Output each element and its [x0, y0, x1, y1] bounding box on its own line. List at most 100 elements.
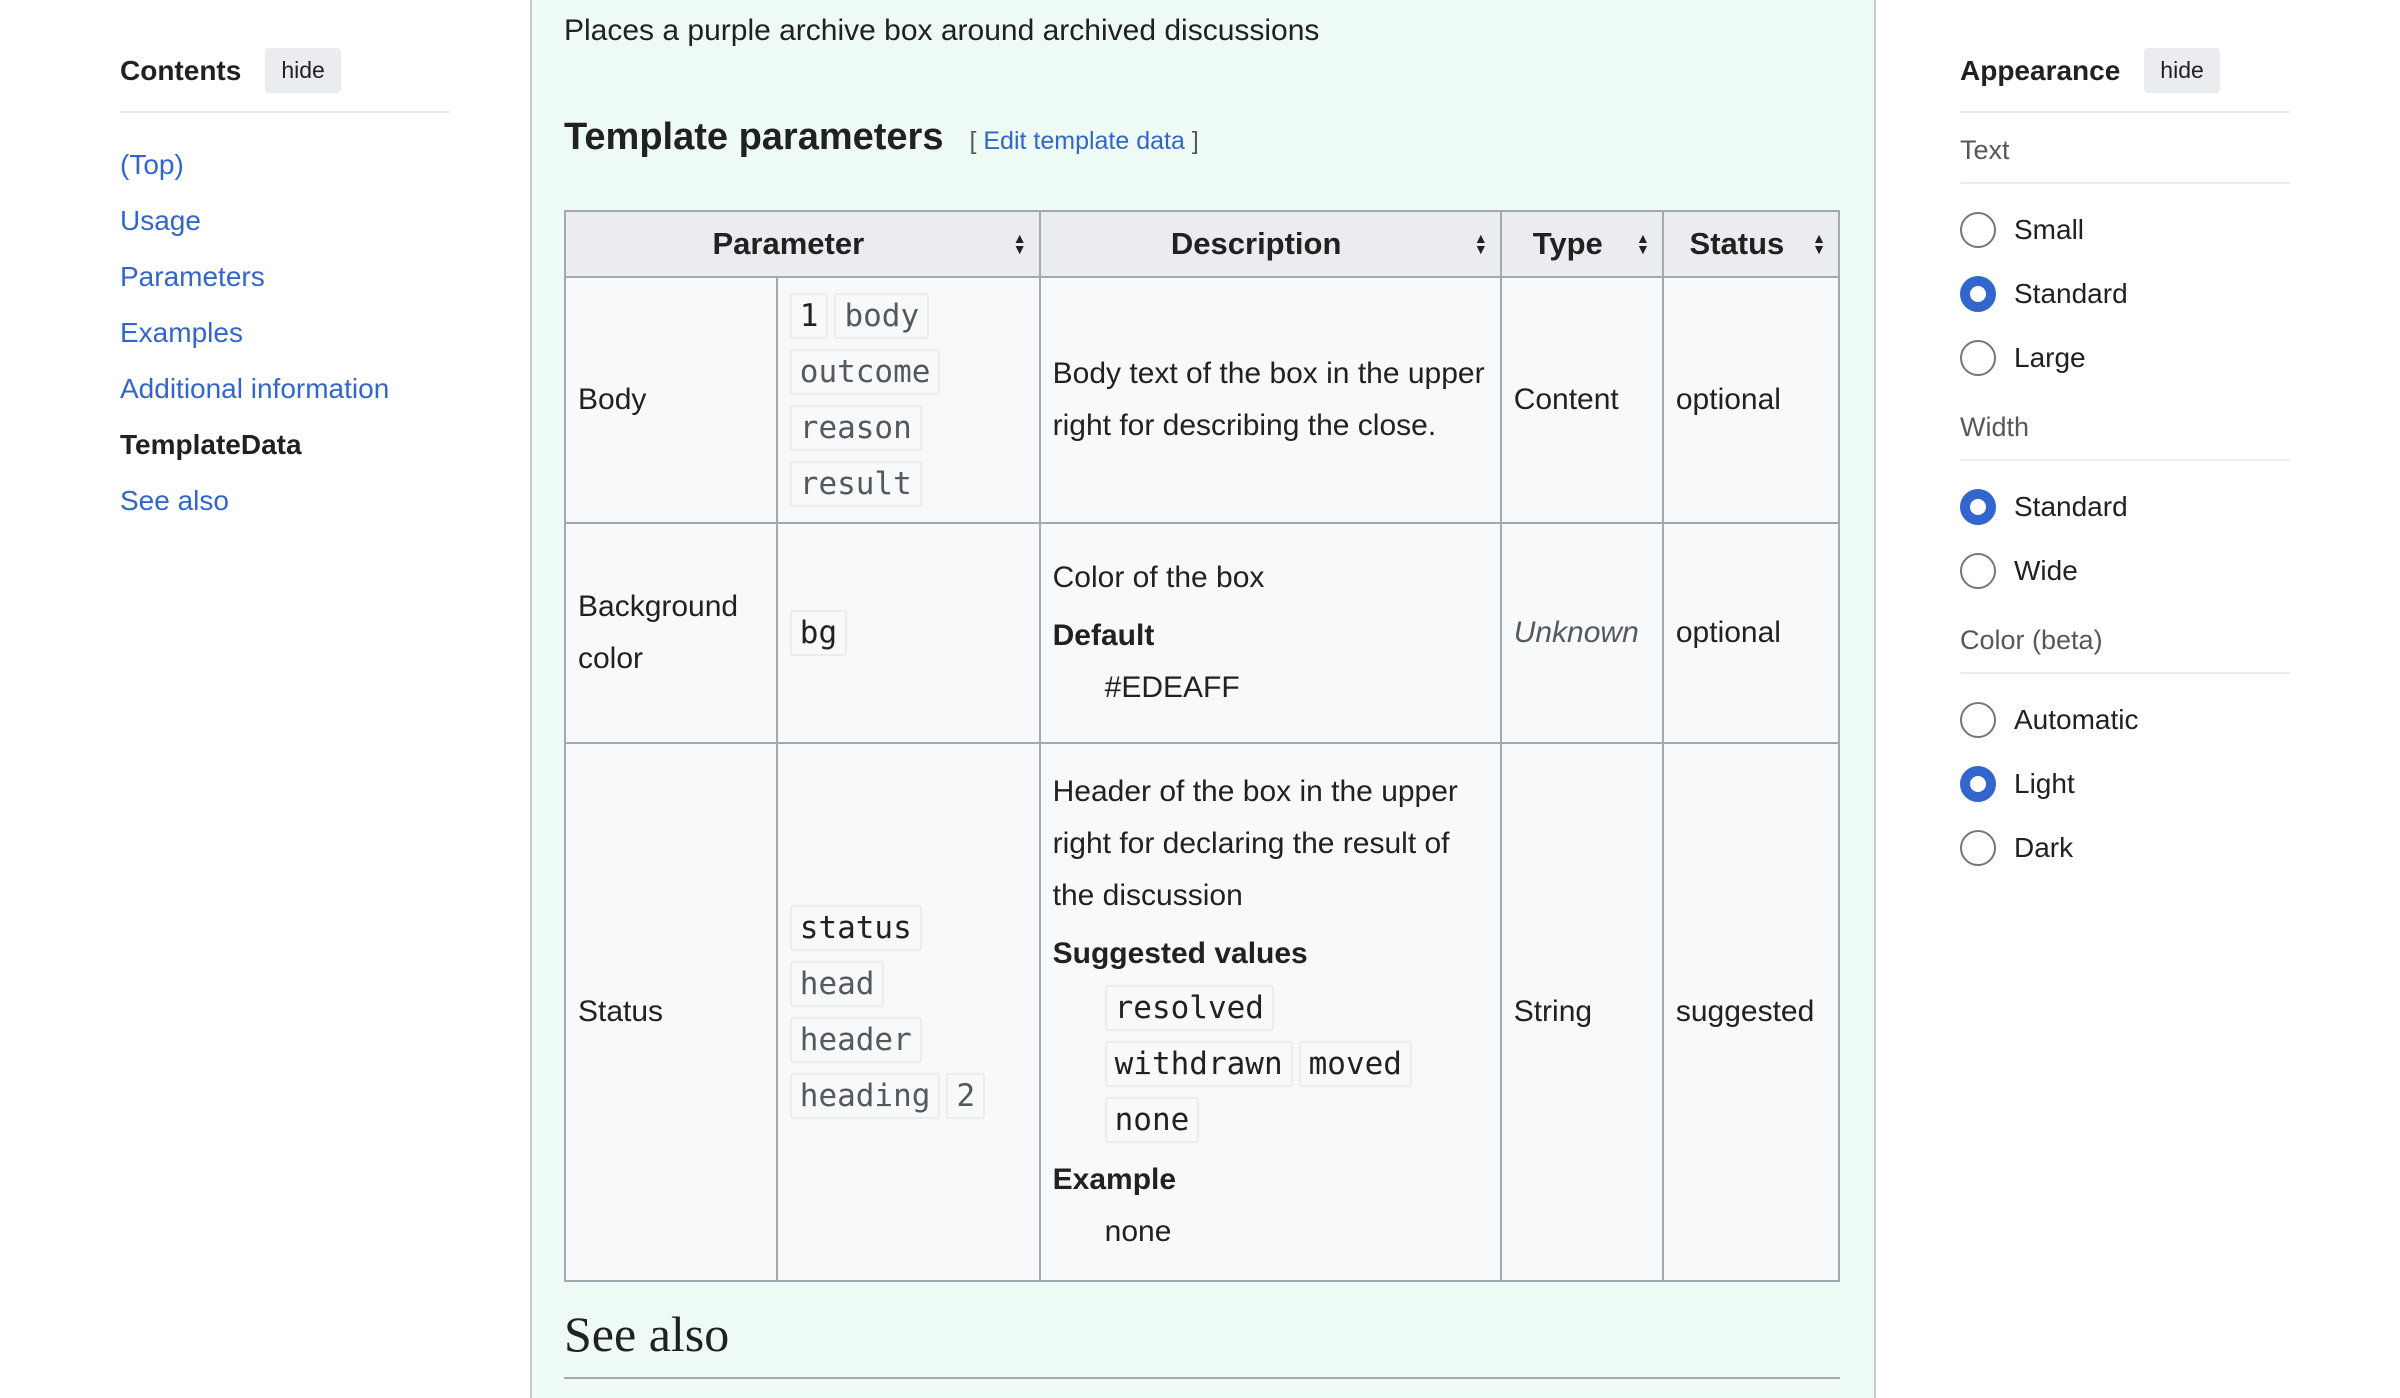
width-option-standard[interactable]: Standard [1960, 475, 2290, 539]
param-codes: bg [775, 522, 1041, 744]
text-size-option-large[interactable]: Large [1960, 326, 2290, 390]
toc-item-examples[interactable]: Examples [120, 305, 450, 361]
color-option-light[interactable]: Light [1960, 752, 2290, 816]
toc-link-parameters[interactable]: Parameters [120, 261, 265, 292]
toc-link-see-also[interactable]: See also [120, 485, 229, 516]
radio-label: Automatic [2014, 704, 2139, 735]
template-description: Places a purple archive box around archi… [564, 14, 1320, 47]
param-codes: 1 body outcome reason result [775, 276, 1041, 524]
edit-template-data-wrapper: [ Edit template data ] [969, 127, 1198, 156]
radio-dark[interactable] [1960, 830, 1996, 866]
column-header-type[interactable]: Type ▲ ▼ [1499, 210, 1664, 278]
radio-width-standard[interactable] [1960, 489, 1996, 525]
example-label: Example [1052, 1163, 1177, 1196]
param-codes: status head header heading 2 [775, 742, 1041, 1282]
toc-item-additional-information[interactable]: Additional information [120, 361, 450, 417]
text-size-label: Text [1960, 113, 2290, 184]
toc-list: (Top) Usage Parameters Examples Addition… [120, 137, 450, 529]
sort-icon[interactable]: ▲ ▼ [1012, 230, 1027, 257]
color-option-dark[interactable]: Dark [1960, 816, 2290, 880]
param-alias: result [789, 461, 922, 507]
sort-icon[interactable]: ▲ ▼ [1473, 230, 1488, 257]
param-code: bg [789, 610, 848, 656]
param-description-cell: Color of the box Default #EDEAFF [1038, 522, 1502, 744]
param-label: Status [564, 742, 778, 1282]
radio-label: Standard [2014, 491, 2128, 522]
table-of-contents: Contents hide (Top) Usage Parameters Exa… [120, 48, 450, 529]
edit-template-data-link[interactable]: Edit template data [983, 127, 1185, 155]
width-label: Width [1960, 390, 2290, 461]
param-code: 1 [789, 293, 829, 339]
param-alias: reason [789, 405, 922, 451]
toc-title: Contents [120, 54, 242, 86]
width-options: Standard Wide [1960, 461, 2290, 603]
column-header-status[interactable]: Status ▲ ▼ [1661, 210, 1841, 278]
suggested-value: withdrawn [1104, 1041, 1293, 1087]
radio-small[interactable] [1960, 212, 1996, 248]
column-header-label: Status [1689, 226, 1785, 261]
toc-item-usage[interactable]: Usage [120, 193, 450, 249]
sort-icon[interactable]: ▲ ▼ [1812, 230, 1826, 257]
suggested-value: none [1104, 1097, 1200, 1143]
table-row: Status status head header heading 2 Header… [564, 742, 1841, 1282]
default-label: Default [1052, 619, 1155, 652]
param-type: Unknown [1499, 522, 1664, 744]
template-parameters-heading: Template parameters [564, 116, 944, 158]
default-value: #EDEAFF [1104, 671, 1240, 704]
param-label: Body [564, 276, 778, 524]
toc-item-templatedata[interactable]: TemplateData [120, 417, 450, 473]
radio-automatic[interactable] [1960, 702, 1996, 738]
appearance-title: Appearance [1960, 54, 2121, 86]
text-size-option-standard[interactable]: Standard [1960, 262, 2290, 326]
toc-link-templatedata[interactable]: TemplateData [120, 429, 302, 460]
param-code: status [789, 905, 922, 951]
toc-link-examples[interactable]: Examples [120, 317, 243, 348]
color-label: Color (beta) [1960, 603, 2290, 674]
radio-label: Wide [2014, 555, 2078, 586]
radio-light[interactable] [1960, 766, 1996, 802]
toc-item-top[interactable]: (Top) [120, 137, 450, 193]
radio-standard[interactable] [1960, 276, 1996, 312]
param-description: Header of the box in the upper right for… [1052, 775, 1458, 912]
text-size-options: Small Standard Large [1960, 184, 2290, 390]
color-option-automatic[interactable]: Automatic [1960, 688, 2290, 752]
edit-bracket-close: ] [1191, 127, 1199, 155]
table-row: Body 1 body outcome reason result Body te… [564, 276, 1841, 524]
radio-label: Small [2014, 214, 2085, 245]
radio-width-wide[interactable] [1960, 553, 1996, 589]
param-status: optional [1661, 522, 1841, 744]
column-header-label: Parameter [712, 226, 865, 261]
param-alias: heading [789, 1073, 941, 1119]
column-header-label: Description [1170, 226, 1342, 261]
edit-bracket-open: [ [969, 127, 977, 155]
radio-large[interactable] [1960, 340, 1996, 376]
param-description: Body text of the box in the upper right … [1038, 276, 1502, 524]
suggested-value: moved [1298, 1041, 1412, 1087]
toc-link-usage[interactable]: Usage [120, 205, 201, 236]
radio-label: Standard [2014, 278, 2128, 309]
toc-hide-button[interactable]: hide [265, 48, 341, 93]
param-status: suggested [1661, 742, 1841, 1282]
text-size-option-small[interactable]: Small [1960, 198, 2290, 262]
toc-link-additional-information[interactable]: Additional information [120, 373, 390, 404]
radio-label: Large [2014, 342, 2086, 373]
main-content: Places a purple archive box around archi… [530, 0, 1876, 1398]
appearance-hide-button[interactable]: hide [2144, 48, 2220, 93]
color-options: Automatic Light Dark [1960, 674, 2290, 880]
param-status: optional [1661, 276, 1841, 524]
template-parameters-table: Parameter ▲ ▼ Description ▲ ▼ Type ▲ ▼ Stat… [564, 210, 1841, 1282]
column-header-parameter[interactable]: Parameter ▲ ▼ [564, 210, 1041, 278]
column-header-description[interactable]: Description ▲ ▼ [1038, 210, 1502, 278]
radio-label: Light [2014, 768, 2075, 799]
toc-item-parameters[interactable]: Parameters [120, 249, 450, 305]
sort-icon[interactable]: ▲ ▼ [1636, 230, 1650, 257]
toc-header: Contents hide [120, 48, 450, 113]
param-alias: body [834, 293, 930, 339]
toc-item-see-also[interactable]: See also [120, 473, 450, 529]
param-type: Content [1499, 276, 1664, 524]
param-alias: head [789, 961, 885, 1007]
width-option-wide[interactable]: Wide [1960, 539, 2290, 603]
table-row: Background color bg Color of the box Def… [564, 522, 1841, 744]
example-value: none [1104, 1215, 1172, 1248]
toc-link-top[interactable]: (Top) [120, 149, 184, 180]
